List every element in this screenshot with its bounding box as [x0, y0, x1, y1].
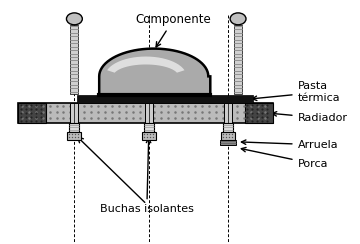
Bar [71, 103, 78, 123]
Bar [144, 123, 154, 132]
Text: Porca: Porca [241, 147, 328, 169]
Polygon shape [107, 57, 184, 73]
Bar [18, 103, 273, 123]
Bar [221, 132, 235, 140]
Text: Radiador: Radiador [272, 112, 348, 123]
Bar [145, 103, 153, 123]
Bar [223, 123, 233, 132]
Polygon shape [99, 49, 210, 95]
Ellipse shape [67, 13, 82, 25]
Bar [71, 25, 78, 94]
Bar [18, 103, 46, 123]
Bar [69, 123, 79, 132]
Ellipse shape [230, 13, 246, 25]
Bar [67, 132, 81, 140]
Text: Arruela: Arruela [242, 140, 338, 150]
Text: Buchas isolantes: Buchas isolantes [100, 138, 194, 214]
Text: Componente: Componente [136, 13, 211, 47]
Text: Pasta
térmica: Pasta térmica [252, 81, 340, 103]
Bar [234, 25, 242, 94]
Bar [142, 132, 156, 140]
Bar [220, 140, 236, 145]
Bar [245, 103, 273, 123]
Bar [224, 103, 232, 123]
Bar [77, 95, 253, 103]
